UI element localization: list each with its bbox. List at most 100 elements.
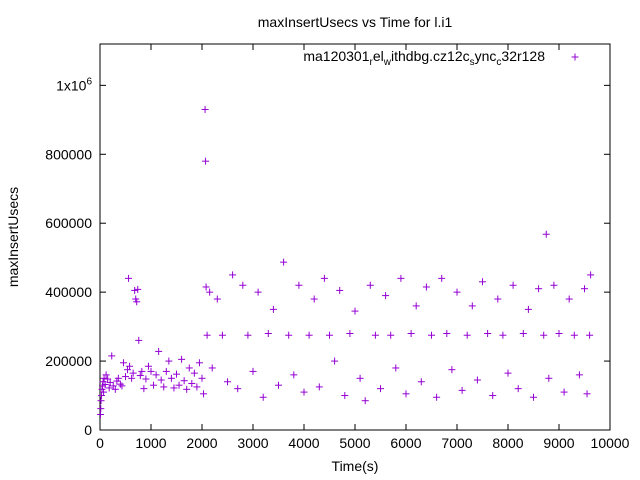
x-tick-label: 3000 bbox=[237, 435, 268, 451]
legend-label: ma120301relwithdbg.cz12csyncc32r128 bbox=[303, 48, 545, 68]
data-point bbox=[175, 381, 183, 389]
data-point bbox=[504, 369, 512, 377]
data-point bbox=[453, 288, 461, 296]
data-point bbox=[407, 330, 415, 337]
y-axis: 0 200000 400000 600000 800000 1x106 bbox=[45, 76, 610, 438]
data-point bbox=[170, 384, 178, 392]
data-point bbox=[234, 385, 242, 393]
data-point bbox=[138, 367, 146, 375]
data-point bbox=[326, 331, 333, 339]
data-point bbox=[346, 330, 354, 337]
data-point bbox=[102, 371, 110, 379]
data-point bbox=[463, 331, 471, 339]
data-point bbox=[118, 382, 126, 390]
data-point bbox=[494, 295, 502, 303]
data-point bbox=[356, 374, 364, 382]
data-point bbox=[165, 357, 173, 365]
data-point bbox=[341, 392, 349, 400]
data-point bbox=[458, 386, 466, 394]
legend-marker bbox=[571, 53, 579, 61]
data-point bbox=[185, 364, 193, 372]
data-point bbox=[244, 331, 252, 339]
y-tick-label-top: 1x106 bbox=[56, 76, 92, 93]
data-point bbox=[310, 295, 318, 303]
data-point bbox=[361, 397, 369, 405]
data-point bbox=[122, 373, 129, 381]
data-point bbox=[540, 331, 548, 339]
y-axis-label: maxInsertUsecs bbox=[5, 187, 21, 287]
data-point bbox=[157, 376, 165, 384]
data-point bbox=[305, 331, 313, 339]
data-point bbox=[320, 274, 328, 282]
data-point bbox=[97, 410, 105, 418]
data-point bbox=[218, 331, 226, 339]
data-point bbox=[173, 370, 180, 378]
data-point bbox=[208, 364, 216, 372]
data-point bbox=[100, 388, 108, 396]
data-point bbox=[371, 331, 379, 339]
data-point bbox=[377, 385, 384, 393]
x-tick-label: 8000 bbox=[492, 435, 523, 451]
data-point bbox=[550, 281, 558, 289]
y-tick-label: 0 bbox=[84, 422, 92, 438]
data-point bbox=[535, 285, 543, 293]
chart-title: maxInsertUsecs vs Time for l.i1 bbox=[258, 14, 453, 30]
data-point bbox=[200, 390, 208, 398]
data-point bbox=[155, 347, 163, 355]
x-tick-label: 4000 bbox=[288, 435, 319, 451]
data-point bbox=[203, 331, 211, 339]
data-point bbox=[280, 258, 288, 266]
data-point bbox=[269, 305, 277, 313]
data-points bbox=[97, 105, 595, 418]
data-point bbox=[206, 288, 214, 296]
data-point bbox=[586, 331, 594, 339]
data-point bbox=[111, 385, 119, 393]
data-point bbox=[134, 285, 142, 293]
data-point bbox=[126, 362, 134, 370]
data-point bbox=[392, 364, 400, 372]
data-point bbox=[144, 362, 152, 370]
data-point bbox=[193, 383, 201, 391]
data-point bbox=[575, 371, 583, 379]
x-tick-label: 10000 bbox=[591, 435, 630, 451]
data-point bbox=[484, 330, 492, 337]
data-point bbox=[412, 302, 420, 310]
data-point bbox=[125, 274, 133, 282]
y-tick-label: 800000 bbox=[45, 146, 92, 162]
data-point bbox=[275, 381, 282, 389]
data-point bbox=[290, 371, 298, 379]
data-point bbox=[97, 397, 105, 405]
data-point bbox=[213, 295, 221, 303]
data-point bbox=[565, 295, 573, 303]
data-point bbox=[560, 388, 568, 396]
x-axis: 0 1000 2000 3000 4000 5000 6000 7000 8000 9000 100… bbox=[96, 44, 630, 451]
data-point bbox=[136, 372, 144, 380]
data-point bbox=[160, 383, 168, 391]
data-point bbox=[188, 379, 196, 387]
data-point bbox=[128, 374, 136, 382]
data-point bbox=[473, 376, 481, 384]
data-point bbox=[106, 378, 114, 386]
data-point bbox=[150, 381, 158, 389]
data-point bbox=[489, 392, 497, 400]
data-point bbox=[300, 388, 308, 396]
x-tick-label: 2000 bbox=[186, 435, 217, 451]
x-tick-label: 5000 bbox=[339, 435, 370, 451]
data-point bbox=[530, 393, 537, 401]
data-point bbox=[249, 367, 257, 375]
data-point bbox=[417, 378, 425, 386]
x-axis-label: Time(s) bbox=[332, 458, 379, 474]
data-point bbox=[468, 302, 476, 310]
data-point bbox=[351, 307, 359, 315]
data-point bbox=[195, 359, 203, 367]
data-point bbox=[524, 305, 532, 313]
x-tick-label: 1000 bbox=[135, 435, 166, 451]
data-point bbox=[422, 283, 430, 291]
data-point bbox=[114, 374, 122, 382]
data-point bbox=[555, 330, 563, 337]
data-point bbox=[366, 281, 374, 289]
data-point bbox=[135, 336, 143, 344]
data-point bbox=[433, 393, 441, 401]
data-point bbox=[202, 283, 210, 291]
